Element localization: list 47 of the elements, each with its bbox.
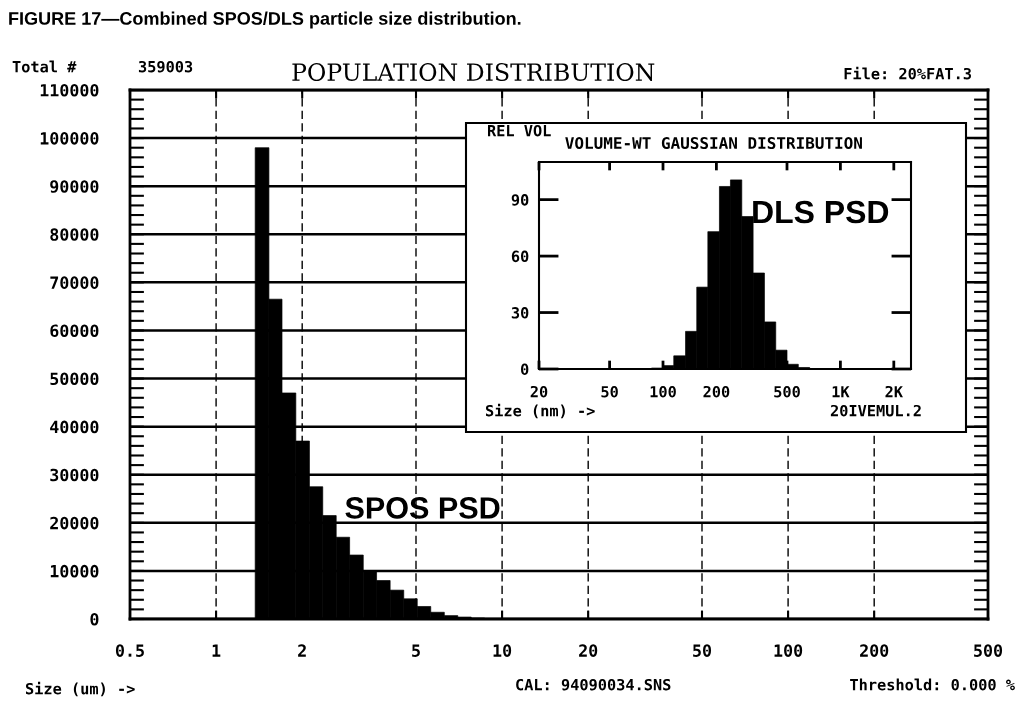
y-tick-label: 60 bbox=[511, 250, 529, 263]
x-tick-label: 500 bbox=[974, 644, 1003, 657]
chart-title: VOLUME-WT GAUSSIAN DISTRIBUTION bbox=[565, 136, 862, 150]
y-tick-label: 60000 bbox=[50, 324, 99, 338]
x-tick-label: 20 bbox=[579, 644, 598, 657]
x-tick-label: 100 bbox=[774, 644, 803, 657]
y-tick-label: 100000 bbox=[40, 132, 99, 145]
y-axis-title: REL VOL bbox=[487, 124, 551, 137]
x-tick-label: 100 bbox=[650, 385, 676, 398]
annotation: 20IVEMUL.2 bbox=[830, 404, 921, 417]
x-axis-title: Size (um) -> bbox=[25, 681, 135, 697]
x-tick-label: 1K bbox=[832, 386, 850, 398]
x-tick-label: 2 bbox=[298, 644, 306, 657]
x-tick-label: 20 bbox=[530, 385, 548, 398]
y-tick-label: 30000 bbox=[50, 468, 99, 482]
y-tick-label: 70000 bbox=[50, 276, 99, 289]
text: File: 20%FAT.3 bbox=[844, 66, 972, 80]
chart-title: POPULATION DISTRIBUTION bbox=[292, 63, 655, 81]
x-tick-label: 0.5 bbox=[115, 644, 144, 657]
y-tick-label: 0 bbox=[521, 363, 529, 376]
y-tick-label: 50000 bbox=[50, 372, 99, 386]
x-tick-label: 50 bbox=[693, 644, 712, 657]
y-tick-label: 40000 bbox=[50, 420, 99, 434]
y-tick-label: 80000 bbox=[50, 228, 99, 241]
y-tick-label: 10000 bbox=[50, 564, 99, 578]
x-tick-label: 200 bbox=[703, 385, 730, 398]
x-tick-label: 2K bbox=[885, 385, 903, 398]
y-tick-label: 110000 bbox=[40, 83, 99, 97]
text: Total # bbox=[12, 60, 77, 73]
y-tick-label: 30 bbox=[511, 307, 529, 319]
caption: FIGURE 17—Combined SPOS/DLS particle size distribution. bbox=[9, 11, 521, 29]
series-label: SPOS PSD bbox=[345, 497, 500, 519]
x-tick-label: 50 bbox=[601, 385, 618, 398]
x-tick-label: 500 bbox=[774, 385, 800, 398]
y-tick-label: 90 bbox=[511, 194, 529, 206]
text: CAL: 94090034.SNS bbox=[516, 678, 671, 691]
y-tick-label: 0 bbox=[90, 612, 99, 626]
y-tick-label: 20000 bbox=[50, 516, 99, 530]
x-tick-label: 10 bbox=[493, 644, 512, 657]
text: Threshold: 0.000 % bbox=[850, 678, 1015, 691]
x-tick-label: 200 bbox=[860, 644, 889, 657]
y-tick-label: 90000 bbox=[50, 180, 99, 193]
x-tick-label: 1 bbox=[212, 644, 221, 657]
legend-label: DLS PSD bbox=[753, 200, 889, 224]
x-tick-label: 5 bbox=[412, 644, 420, 657]
text: 359003 bbox=[138, 60, 193, 73]
x-axis-title: Size (nm) -> bbox=[485, 403, 595, 419]
